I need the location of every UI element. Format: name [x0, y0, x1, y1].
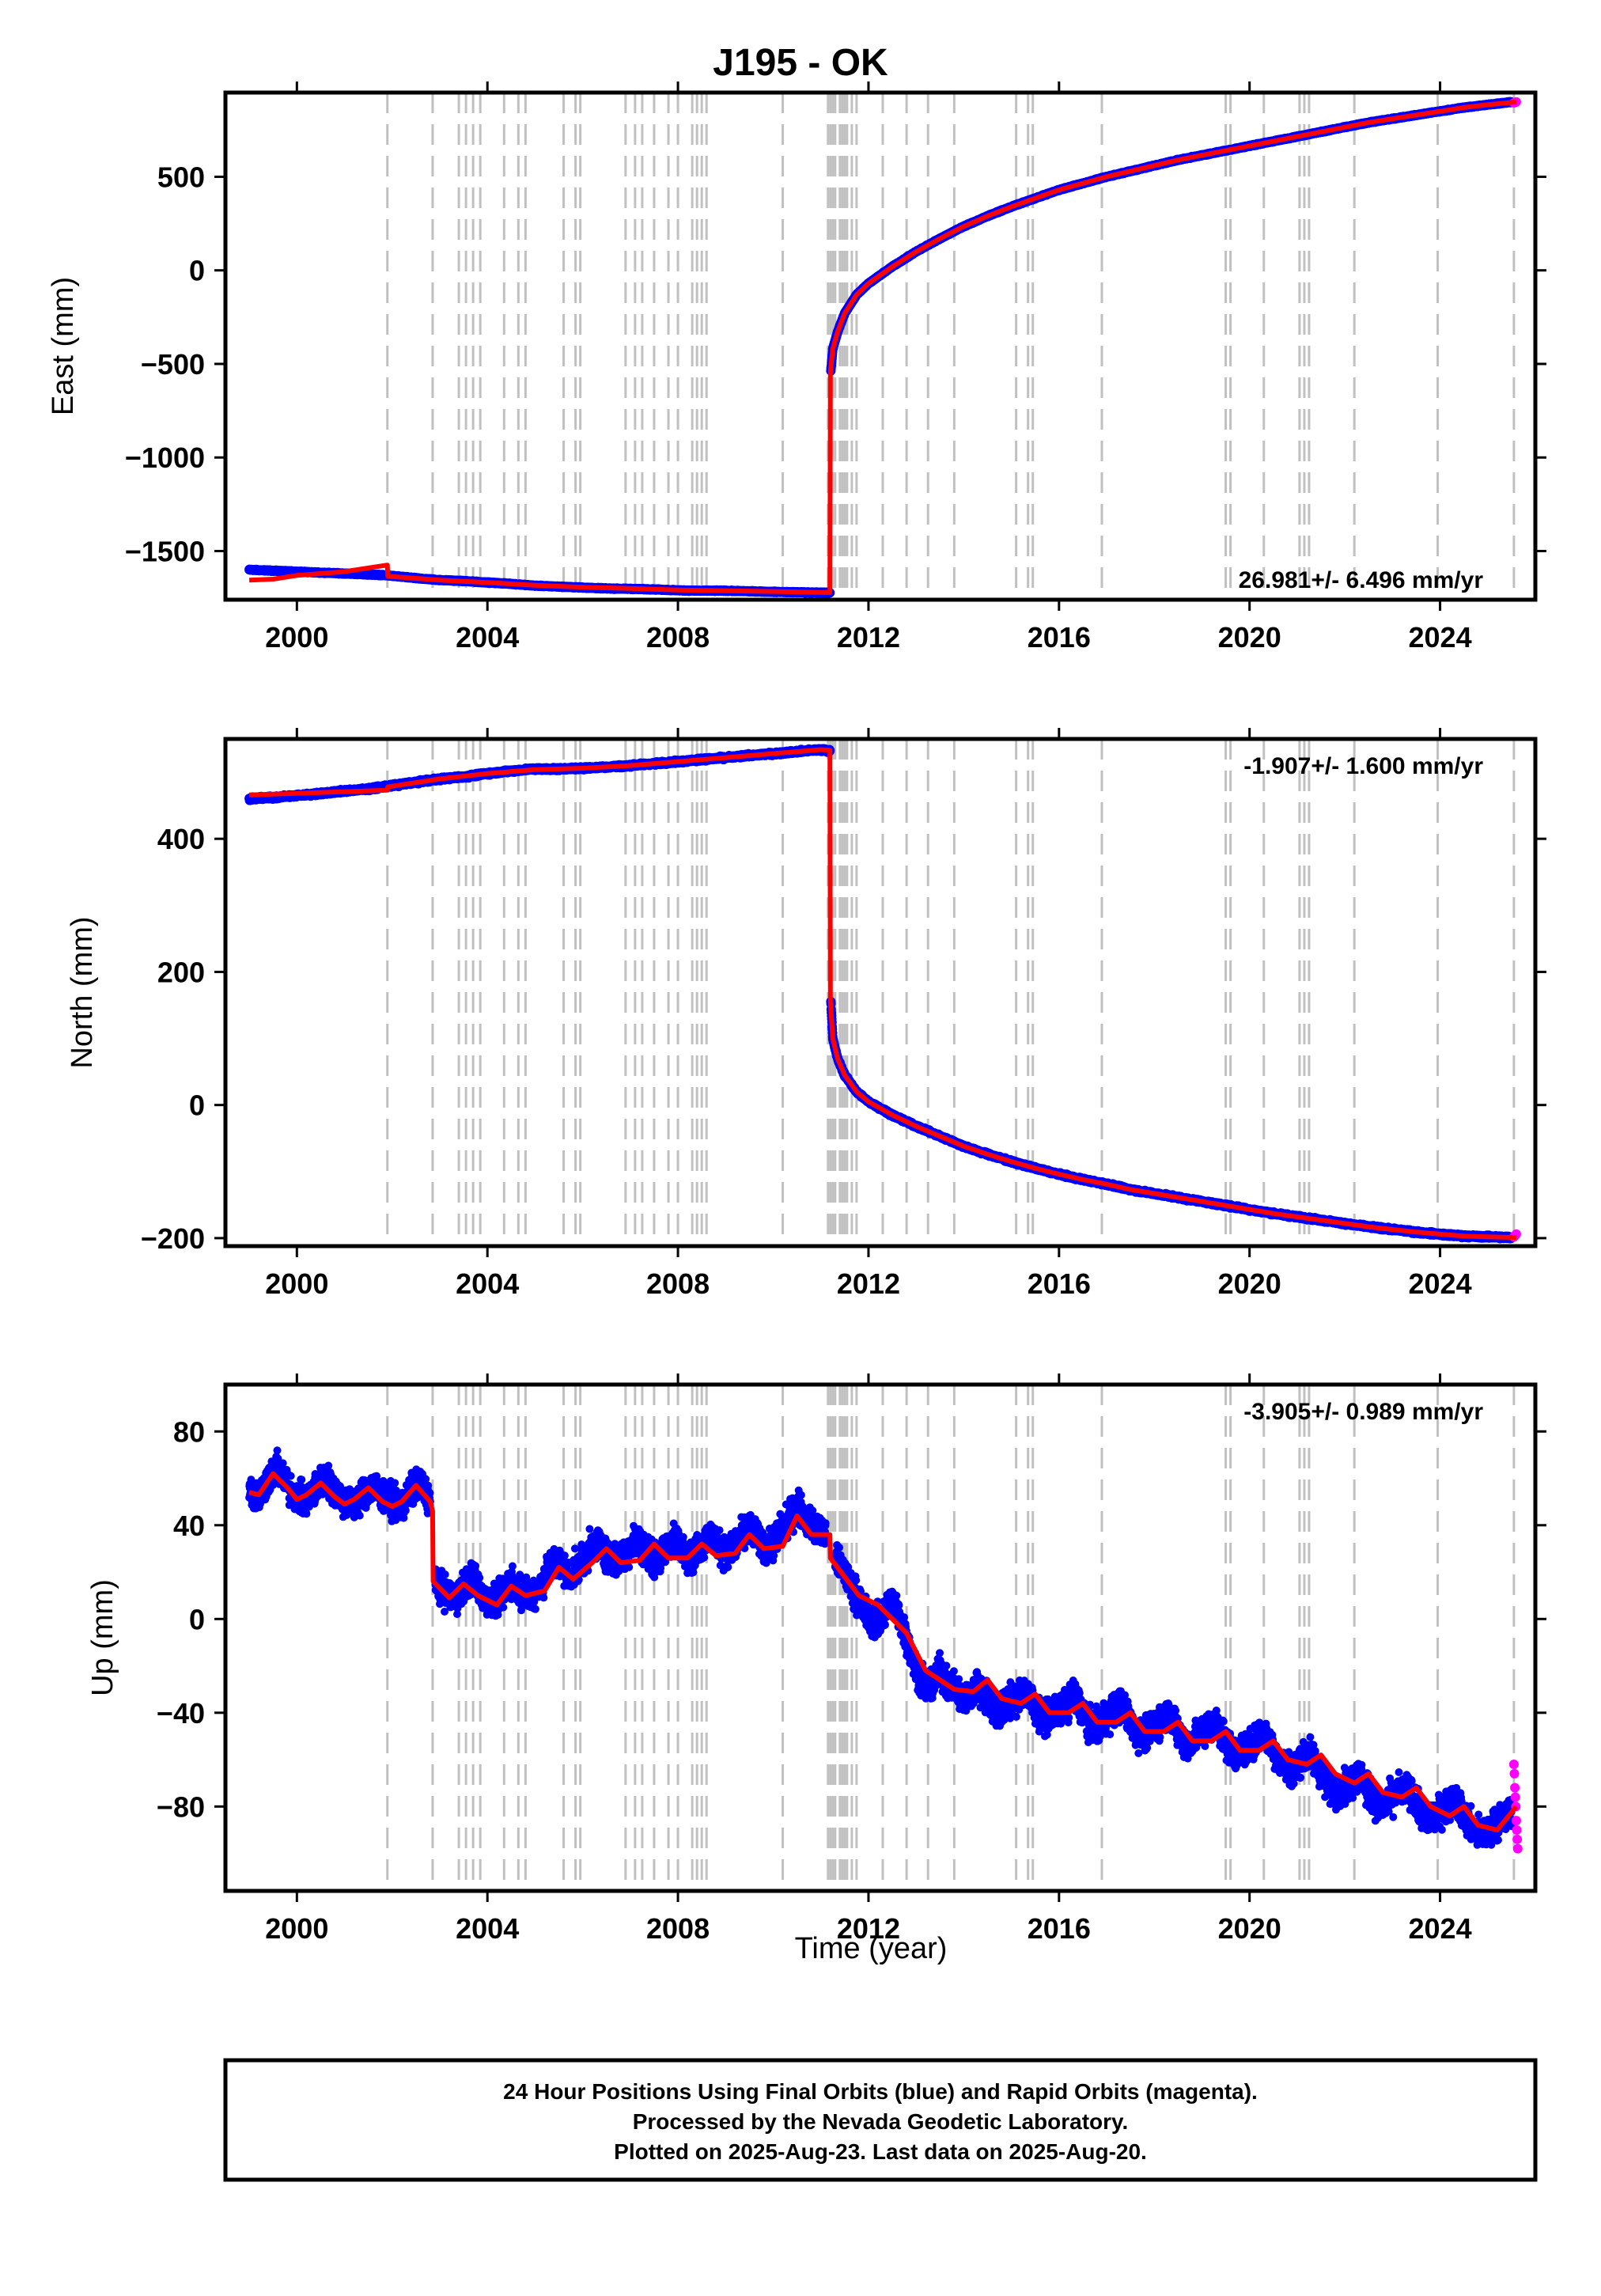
east-panel: 2000 2004 2008 2012 2016 2020 20245000−500−100…: [47, 81, 1546, 654]
event-lines: [386, 93, 1516, 600]
figure-title: J195 - OK: [713, 42, 888, 84]
